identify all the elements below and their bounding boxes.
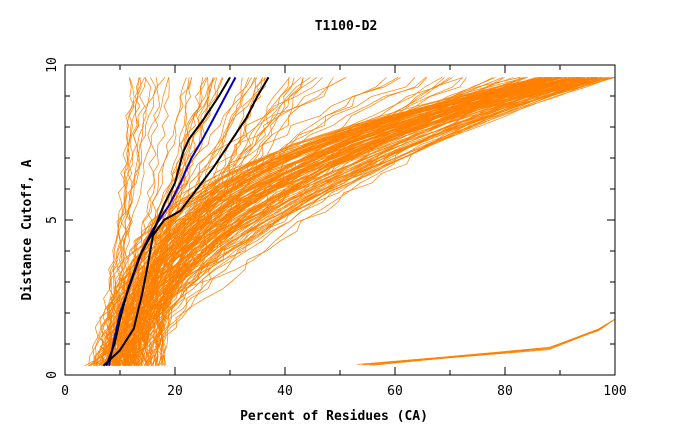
highlight-lines — [102, 76, 270, 367]
model-curve — [149, 77, 548, 366]
model-curve — [140, 77, 557, 366]
model-curve — [111, 77, 560, 366]
model-curve — [106, 77, 141, 366]
model-curve — [157, 77, 553, 366]
model-curve — [114, 77, 594, 366]
model-curve — [154, 77, 542, 366]
x-tick-label: 100 — [603, 384, 626, 399]
model-curve — [126, 77, 559, 366]
model-curve — [123, 77, 567, 366]
model-curve — [145, 77, 557, 366]
model-curve — [108, 77, 570, 366]
model-curve — [140, 77, 577, 366]
y-tick-label: 5 — [45, 216, 60, 224]
model-curve — [106, 77, 594, 366]
chart-title: T1100-D2 — [315, 19, 378, 34]
model-curve — [147, 77, 560, 366]
axis-ticks: 0 20 40 60 80 100 0 5 10 — [45, 57, 627, 399]
model-curve — [95, 77, 156, 366]
model-curve — [108, 77, 603, 366]
model-curve — [94, 77, 147, 366]
x-tick-label: 60 — [387, 384, 403, 399]
model-curve — [132, 77, 334, 366]
highlight-series-1 — [108, 76, 237, 366]
model-curve — [127, 77, 545, 366]
model-curve — [105, 77, 586, 366]
model-curve — [158, 77, 577, 366]
y-tick-label: 0 — [45, 371, 60, 379]
model-curve — [112, 77, 597, 366]
highlight-series-2 — [105, 76, 231, 367]
model-curve — [107, 77, 577, 366]
y-tick-label: 10 — [45, 57, 60, 73]
model-lines — [84, 77, 616, 367]
x-tick-label: 0 — [61, 384, 69, 399]
y-axis-title: Distance Cutoff, A — [20, 159, 35, 300]
model-curve — [119, 77, 543, 366]
x-axis-title: Percent of Residues (CA) — [240, 409, 428, 424]
x-tick-label: 80 — [497, 384, 513, 399]
model-curve — [125, 77, 613, 366]
x-tick-label: 40 — [277, 384, 293, 399]
model-curve — [92, 77, 158, 366]
x-tick-label: 20 — [167, 384, 183, 399]
highlight-series-3 — [102, 76, 270, 367]
model-curve — [137, 77, 597, 366]
model-curve — [150, 77, 595, 366]
model-curve — [94, 77, 527, 366]
model-curve — [122, 77, 595, 366]
